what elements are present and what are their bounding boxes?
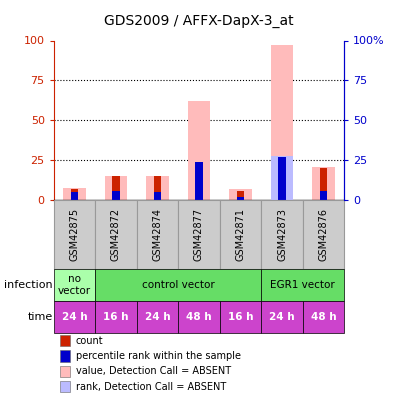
Bar: [271, 45, 293, 200]
Bar: [60, 366, 70, 377]
Bar: [112, 191, 120, 200]
Text: GSM42871: GSM42871: [236, 208, 246, 261]
Text: GSM42877: GSM42877: [194, 208, 204, 261]
Bar: [187, 101, 211, 200]
Bar: [237, 197, 244, 200]
Text: percentile rank within the sample: percentile rank within the sample: [76, 351, 240, 361]
Text: 48 h: 48 h: [186, 312, 212, 322]
Bar: [271, 156, 293, 200]
Bar: [303, 301, 344, 333]
Text: value, Detection Call = ABSENT: value, Detection Call = ABSENT: [76, 366, 231, 376]
Text: GSM42872: GSM42872: [111, 208, 121, 261]
Bar: [60, 335, 70, 346]
Bar: [154, 192, 161, 200]
Bar: [303, 200, 344, 269]
Bar: [229, 189, 252, 200]
Bar: [112, 177, 120, 200]
Bar: [220, 200, 261, 269]
Bar: [320, 168, 327, 200]
Bar: [278, 157, 286, 200]
Text: EGR1 vector: EGR1 vector: [270, 280, 335, 290]
Bar: [195, 162, 203, 200]
Bar: [95, 269, 261, 301]
Text: GSM42874: GSM42874: [152, 208, 162, 261]
Text: rank, Detection Call = ABSENT: rank, Detection Call = ABSENT: [76, 382, 226, 392]
Text: 24 h: 24 h: [145, 312, 170, 322]
Bar: [95, 200, 137, 269]
Bar: [220, 301, 261, 333]
Bar: [178, 301, 220, 333]
Text: 16 h: 16 h: [228, 312, 253, 322]
Text: 24 h: 24 h: [62, 312, 87, 322]
Text: count: count: [76, 336, 103, 345]
Bar: [54, 269, 95, 301]
Bar: [320, 191, 327, 200]
Bar: [71, 189, 78, 200]
Text: GDS2009 / AFFX-DapX-3_at: GDS2009 / AFFX-DapX-3_at: [104, 14, 294, 28]
Text: infection: infection: [4, 280, 53, 290]
Bar: [105, 177, 127, 200]
Bar: [71, 192, 78, 200]
Bar: [60, 350, 70, 362]
Bar: [137, 301, 178, 333]
Bar: [195, 165, 203, 200]
Bar: [237, 191, 244, 200]
Bar: [278, 157, 286, 200]
Text: 48 h: 48 h: [311, 312, 336, 322]
Bar: [178, 200, 220, 269]
Bar: [146, 177, 169, 200]
Text: 24 h: 24 h: [269, 312, 295, 322]
Bar: [261, 269, 344, 301]
Text: no
vector: no vector: [58, 274, 91, 296]
Bar: [261, 200, 303, 269]
Bar: [154, 177, 161, 200]
Bar: [312, 167, 335, 200]
Text: control vector: control vector: [142, 280, 215, 290]
Text: GSM42876: GSM42876: [318, 208, 328, 261]
Bar: [137, 200, 178, 269]
Text: GSM42875: GSM42875: [70, 208, 80, 261]
Bar: [54, 200, 95, 269]
Bar: [60, 381, 70, 392]
Text: GSM42873: GSM42873: [277, 208, 287, 261]
Bar: [261, 301, 303, 333]
Bar: [63, 188, 86, 200]
Text: 16 h: 16 h: [103, 312, 129, 322]
Text: time: time: [27, 312, 53, 322]
Bar: [95, 301, 137, 333]
Bar: [54, 301, 95, 333]
